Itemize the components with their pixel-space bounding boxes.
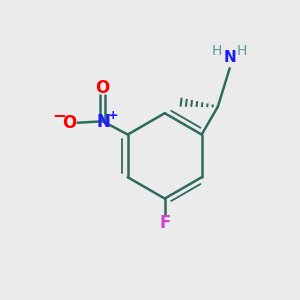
Text: H: H xyxy=(212,44,223,58)
Text: +: + xyxy=(108,110,118,122)
Text: N: N xyxy=(97,113,111,131)
Text: −: − xyxy=(52,106,66,124)
Text: N: N xyxy=(223,50,236,65)
Text: F: F xyxy=(159,214,170,232)
Text: H: H xyxy=(237,44,247,58)
Text: O: O xyxy=(62,114,76,132)
Text: O: O xyxy=(96,79,110,97)
